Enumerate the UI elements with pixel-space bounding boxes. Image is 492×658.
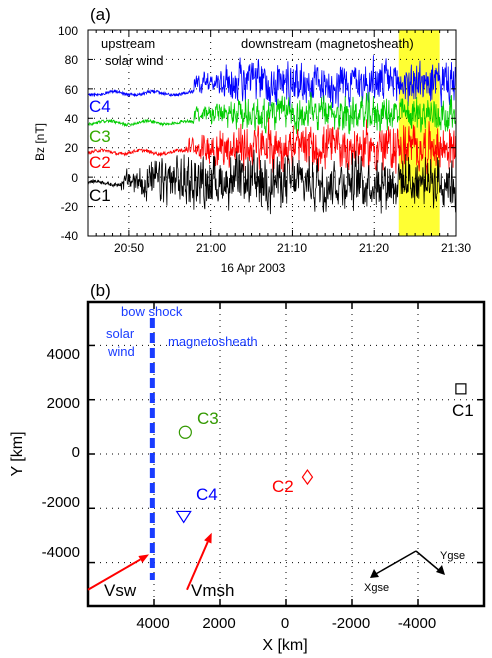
- b-y-axis-title: Y [km]: [9, 431, 26, 476]
- a-series-label-c1: C1: [89, 186, 111, 205]
- vsw-arrow: [87, 554, 150, 591]
- panel-b-label: (b): [90, 281, 111, 300]
- b-xtick-label-minus2000: -2000: [332, 615, 370, 632]
- ygse-label: Ygse: [440, 550, 465, 562]
- vsw-label: Vsw: [104, 581, 137, 600]
- xgse-label: Xgse: [364, 582, 389, 594]
- panel-b: (b) bow shock solar wind magnetosheath C…: [9, 281, 486, 654]
- b-xtick-label-0: 0: [281, 615, 289, 632]
- c1-square-marker: [455, 383, 467, 395]
- a-series-line-c4: [87, 55, 457, 111]
- a-x-axis-title: 16 Apr 2003: [221, 261, 286, 275]
- b-ytick-label-minus2000: -2000: [42, 494, 80, 511]
- b-xtick-label-minus4000: -4000: [398, 615, 436, 632]
- c3-circle-marker: [178, 425, 192, 439]
- b-ytick-label-2000: 2000: [47, 395, 80, 412]
- vmsh-arrow: [186, 532, 212, 591]
- panel-a-ticks: [87, 29, 457, 237]
- panel-b-grid: [88, 302, 484, 606]
- a-series-line-c1: [87, 149, 457, 215]
- a-annotation-downstream: downstream (magnetosheath): [241, 36, 414, 51]
- a-ytick-label-100: 100: [58, 24, 78, 38]
- c4-label: C4: [196, 485, 218, 504]
- panel-a-frame: [87, 29, 457, 237]
- bow-shock-label: bow shock: [121, 304, 183, 319]
- a-ytick-label-minus20: -20: [61, 200, 79, 214]
- a-y-axis-title: Bz [nT]: [33, 123, 47, 161]
- c2-label: C2: [272, 477, 294, 496]
- b-ytick-label-0: 0: [72, 444, 80, 461]
- c1-label: C1: [452, 401, 474, 420]
- arr-vmsh-head: [204, 532, 212, 544]
- a-ytick-label-0: 0: [71, 171, 78, 185]
- a-annotation-solar-wind: solar wind: [105, 53, 164, 68]
- c2-diamond-marker: [301, 469, 314, 486]
- a-series-label-c2: C2: [89, 153, 111, 172]
- a-series-line-c3: [87, 91, 457, 135]
- a-ytick-label-minus40: -40: [61, 229, 79, 243]
- region-label-solar: solar: [106, 326, 135, 341]
- b-ytick-label-minus4000: -4000: [42, 544, 80, 561]
- panel-a-series: [87, 55, 457, 215]
- vmsh-label: Vmsh: [191, 581, 234, 600]
- a-ytick-label-80: 80: [65, 53, 79, 67]
- xgse-arrow-shaft: [373, 550, 417, 576]
- a-series-label-c3: C3: [89, 127, 111, 146]
- arr-vmsh-shaft: [186, 541, 209, 591]
- c4-triangle-marker: [175, 510, 192, 524]
- ygse-arrow-head: [436, 565, 445, 575]
- a-xtick-label-2100: 21:00: [196, 241, 226, 255]
- ygse-arrow-shaft: [415, 550, 442, 573]
- arr-vsw-shaft: [87, 558, 141, 591]
- b-xtick-label-2000: 2000: [202, 615, 235, 632]
- a-ytick-label-40: 40: [65, 112, 79, 126]
- a-xtick-label-2130: 21:30: [441, 241, 471, 255]
- xgse-arrow-head: [370, 569, 379, 578]
- gse-axes-indicator: Xgse Ygse: [364, 550, 465, 594]
- b-ytick-label-4000: 4000: [47, 346, 80, 363]
- a-annotation-upstream: upstream: [101, 36, 155, 51]
- a-xtick-label-2120: 21:20: [359, 241, 389, 255]
- a-xtick-label-2050: 20:50: [114, 241, 144, 255]
- a-ytick-label-20: 20: [65, 141, 79, 155]
- region-label-wind: wind: [107, 344, 135, 359]
- a-ytick-label-60: 60: [65, 83, 79, 97]
- b-x-axis-title: X [km]: [262, 637, 307, 654]
- panel-b-ticks: [88, 302, 484, 606]
- region-label-magnetosheath: magnetosheath: [168, 334, 258, 349]
- a-series-line-c2: [87, 117, 457, 175]
- a-series-label-c4: C4: [89, 97, 111, 116]
- panel-a: (a) 100 80 60 40 20 0 -20 -40 20:50 21:0…: [33, 5, 471, 275]
- a-xtick-label-2110: 21:10: [277, 241, 307, 255]
- b-xtick-label-4000: 4000: [136, 615, 169, 632]
- arr-vsw-head: [138, 554, 150, 563]
- c3-label: C3: [197, 409, 219, 428]
- panel-a-label: (a): [90, 5, 111, 24]
